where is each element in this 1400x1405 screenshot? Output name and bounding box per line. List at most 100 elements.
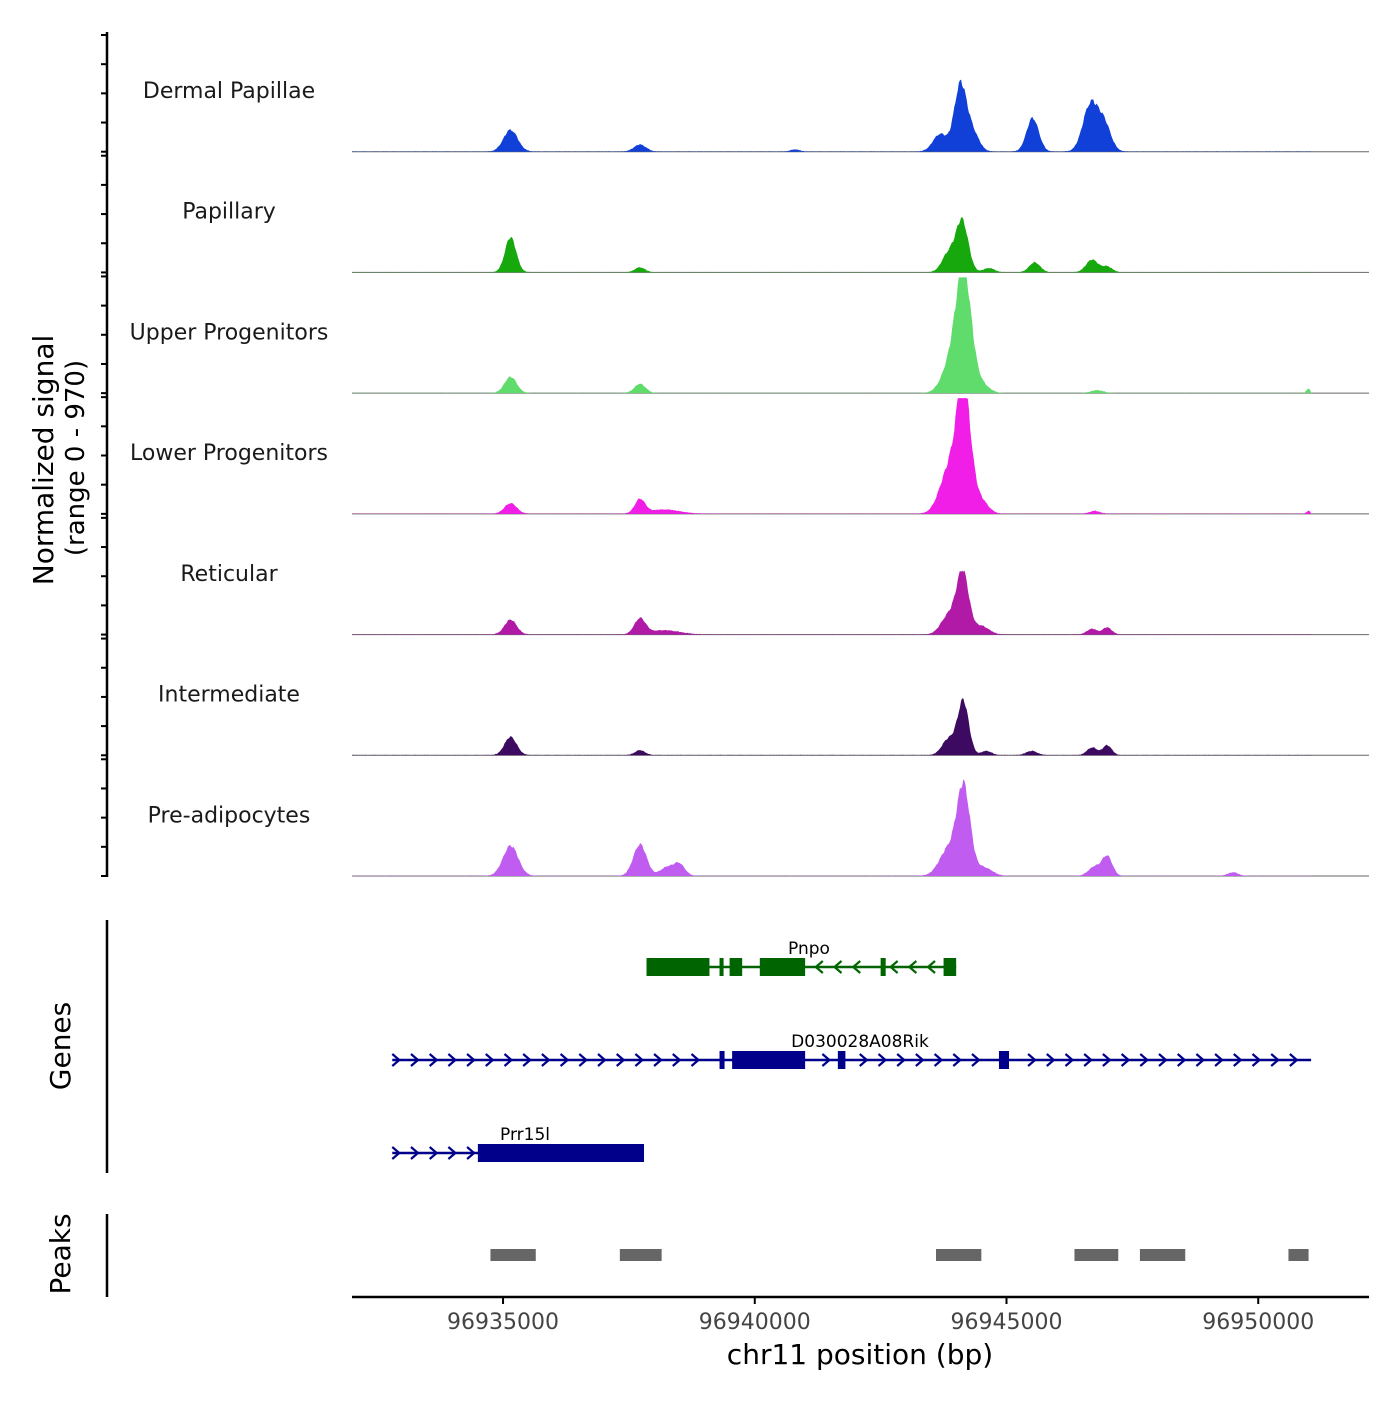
strand-arrow — [690, 1053, 701, 1067]
strand-arrow — [615, 1053, 626, 1067]
track-label: Lower Progenitors — [130, 441, 328, 466]
peak-region — [1074, 1249, 1119, 1261]
strand-arrow — [1270, 1053, 1280, 1067]
gene-label: D030028A08Rik — [791, 1032, 929, 1052]
strand-arrow — [859, 1053, 869, 1067]
strand-arrow — [672, 1053, 682, 1067]
coverage-area — [352, 398, 1369, 514]
strand-arrow — [1176, 1053, 1187, 1067]
strand-arrow — [952, 1053, 962, 1067]
strand-arrow — [634, 1053, 645, 1067]
strand-arrow — [1064, 1053, 1075, 1067]
strand-arrow — [428, 1053, 439, 1067]
coverage-area — [352, 217, 1369, 273]
gene-track: Pnpo D030028A08Rik Prr15l — [391, 939, 1312, 1162]
strand-arrow — [1233, 1053, 1243, 1067]
track-intermediate: Intermediate — [158, 683, 1369, 756]
coverage-area — [352, 698, 1369, 756]
strand-arrow — [1158, 1053, 1168, 1067]
strand-arrow — [1214, 1053, 1224, 1067]
track-label: Pre-adipocytes — [148, 803, 311, 828]
strand-arrow — [485, 1053, 495, 1067]
gene-label: Pnpo — [788, 939, 830, 959]
peak-region — [936, 1249, 982, 1261]
strand-arrow — [522, 1053, 532, 1067]
x-tick-label: 96945000 — [951, 1310, 1063, 1335]
track-lower-progenitors: Lower Progenitors — [130, 398, 1369, 515]
strand-arrow — [1195, 1053, 1206, 1067]
peaks-axis-title: Peaks — [44, 1213, 77, 1294]
x-tick-label: 96935000 — [447, 1310, 559, 1335]
peak-region — [619, 1249, 662, 1261]
strand-arrow — [877, 1053, 888, 1067]
track-label: Reticular — [180, 562, 278, 587]
track-reticular: Reticular — [180, 562, 1369, 636]
strand-arrow — [559, 1053, 570, 1067]
track-dermal-papillae: Dermal Papillae — [143, 79, 1369, 153]
gene-exon — [719, 1051, 725, 1069]
strand-arrow — [1251, 1053, 1262, 1067]
strand-arrow — [653, 1053, 663, 1067]
track-upper-progenitors: Upper Progenitors — [130, 277, 1369, 394]
gene-exon — [719, 958, 724, 976]
track-label: Dermal Papillae — [143, 79, 315, 104]
strand-arrow — [447, 1053, 458, 1067]
strand-arrow — [1139, 1053, 1149, 1067]
strand-arrow — [915, 1053, 925, 1067]
strand-arrow — [851, 960, 861, 974]
gene-exon — [477, 1144, 645, 1162]
x-tick-label: 96940000 — [699, 1310, 811, 1335]
strand-arrow — [503, 1053, 514, 1067]
coverage-area — [352, 570, 1369, 635]
gene-d030028a08rik: D030028A08Rik — [391, 1032, 1312, 1069]
peak-region — [490, 1249, 536, 1261]
strand-arrow — [541, 1053, 551, 1067]
strand-arrow — [971, 1053, 981, 1067]
strand-arrow — [466, 1053, 476, 1067]
genes-axis-title: Genes — [44, 1002, 77, 1090]
strand-arrow — [466, 1146, 476, 1160]
gene-exon — [998, 1051, 1010, 1069]
x-axis-ticks: 96935000 96940000 96945000 96950000 — [447, 1297, 1314, 1335]
strand-arrow — [1046, 1053, 1056, 1067]
strand-arrow — [821, 1053, 832, 1067]
strand-arrow — [926, 960, 936, 974]
strand-arrow — [896, 1053, 906, 1067]
signal-y-axis — [101, 32, 109, 877]
coverage-area — [352, 277, 1369, 394]
strand-arrow — [410, 1146, 420, 1160]
strand-arrow — [907, 960, 918, 974]
strand-arrow — [410, 1053, 420, 1067]
y-axis-title-line1: Normalized signal — [27, 335, 60, 586]
strand-arrow — [391, 1146, 401, 1160]
gene-exon — [837, 1051, 846, 1069]
track-papillary: Papillary — [182, 200, 1369, 273]
strand-arrow — [391, 1053, 401, 1067]
strand-arrow — [597, 1053, 607, 1067]
strand-arrow — [428, 1146, 439, 1160]
track-label: Intermediate — [158, 683, 300, 708]
strand-arrow — [447, 1146, 458, 1160]
strand-arrow — [832, 960, 843, 974]
strand-arrow — [1102, 1053, 1112, 1067]
peak-track — [490, 1249, 1309, 1261]
strand-arrow — [888, 960, 899, 974]
strand-arrow — [814, 960, 824, 974]
strand-arrow — [1083, 1053, 1093, 1067]
gene-exon — [732, 1051, 806, 1069]
strand-arrow — [1027, 1053, 1037, 1067]
gene-exon — [759, 958, 806, 976]
gene-exon — [729, 958, 743, 976]
track-pre-adipocytes: Pre-adipocytes — [148, 779, 1369, 877]
coverage-area — [352, 79, 1369, 152]
track-label: Papillary — [182, 200, 276, 225]
y-axis-title-line2: (range 0 - 970) — [61, 360, 91, 556]
x-axis-title: chr11 position (bp) — [727, 1338, 993, 1371]
gene-pnpo: Pnpo — [646, 939, 957, 976]
strand-arrow — [1120, 1053, 1131, 1067]
x-tick-label: 96950000 — [1202, 1310, 1314, 1335]
gene-exon — [943, 958, 957, 976]
gene-exon — [646, 958, 710, 976]
